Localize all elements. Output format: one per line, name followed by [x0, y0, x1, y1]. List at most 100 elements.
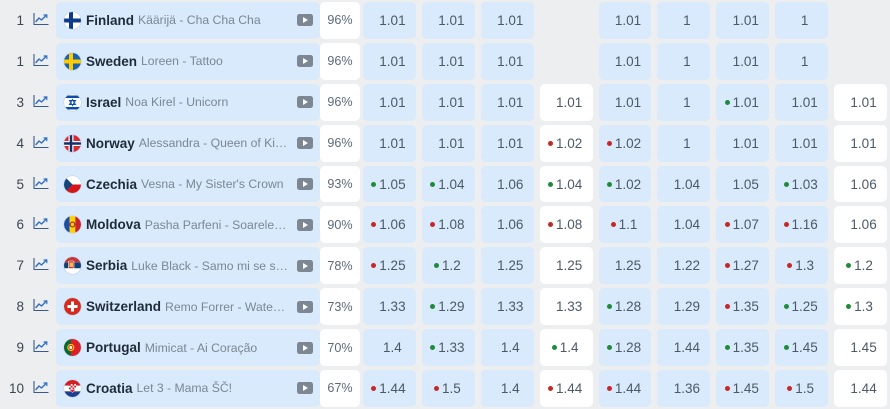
entry-row[interactable]: Croatia Let 3 - Mama ŠČ! [56, 370, 320, 407]
odds-history-chart-button[interactable] [26, 41, 56, 82]
odds-value-button[interactable]: 1.45 [716, 370, 770, 407]
odds-value-button[interactable]: 1.01 [421, 42, 475, 80]
odds-value-button[interactable]: 1.01 [363, 124, 416, 162]
video-play-icon[interactable] [297, 218, 313, 231]
odds-value-button[interactable]: 1.01 [363, 2, 416, 39]
odds-value-button[interactable]: 1.25 [598, 247, 652, 285]
odds-value-button[interactable]: 1.04 [539, 165, 593, 203]
odds-value-button[interactable]: 1.4 [363, 329, 416, 367]
entry-row[interactable]: Switzerland Remo Forrer - Watergun [56, 288, 320, 326]
odds-value-button[interactable]: 1.33 [539, 288, 593, 326]
video-play-icon[interactable] [297, 14, 313, 27]
video-play-icon[interactable] [297, 382, 313, 395]
odds-value-button[interactable]: 1.36 [657, 370, 711, 407]
odds-value-button[interactable]: 1 [775, 2, 829, 39]
odds-value-button[interactable]: 1.03 [775, 165, 829, 203]
entry-row[interactable]: Finland Käärijä - Cha Cha Cha [56, 2, 320, 39]
odds-value-button[interactable]: 1.01 [480, 42, 534, 80]
odds-value-button[interactable]: 1.33 [363, 288, 416, 326]
odds-value-button[interactable]: 1.01 [421, 2, 475, 39]
video-play-icon[interactable] [297, 55, 313, 68]
odds-value-button[interactable]: 1 [657, 2, 711, 39]
odds-value-button[interactable]: 1.04 [657, 165, 711, 203]
odds-value-button[interactable]: 1.16 [775, 206, 829, 244]
odds-value-button[interactable]: 1.05 [716, 165, 770, 203]
odds-value-button[interactable]: 1.44 [539, 370, 593, 407]
odds-value-button[interactable]: 1 [657, 42, 711, 80]
odds-value-button[interactable]: 1.02 [539, 124, 593, 162]
video-play-icon[interactable] [297, 96, 313, 109]
odds-value-button[interactable]: 1.06 [480, 206, 534, 244]
odds-value-button[interactable]: 1.01 [363, 83, 416, 121]
odds-value-button[interactable]: 1.29 [421, 288, 475, 326]
odds-value-button[interactable]: 1.2 [834, 247, 888, 285]
entry-row[interactable]: Portugal Mimicat - Ai Coração [56, 329, 320, 367]
odds-history-chart-button[interactable] [26, 0, 56, 41]
odds-value-button[interactable]: 1.25 [480, 247, 534, 285]
odds-value-button[interactable]: 1.06 [834, 206, 888, 244]
odds-value-button[interactable]: 1.22 [657, 247, 711, 285]
odds-history-chart-button[interactable] [26, 164, 56, 205]
odds-value-button[interactable]: 1.33 [480, 288, 534, 326]
video-play-icon[interactable] [297, 341, 313, 354]
odds-value-button[interactable]: 1.1 [598, 206, 652, 244]
odds-value-button[interactable]: 1.01 [480, 124, 534, 162]
odds-value-button[interactable]: 1.45 [775, 329, 829, 367]
odds-value-button[interactable]: 1.4 [539, 329, 593, 367]
odds-value-button[interactable]: 1.27 [716, 247, 770, 285]
odds-value-button[interactable]: 1.08 [421, 206, 475, 244]
odds-value-button[interactable]: 1.2 [421, 247, 475, 285]
odds-value-button[interactable]: 1.07 [716, 206, 770, 244]
odds-value-button[interactable]: 1.02 [598, 124, 652, 162]
odds-value-button[interactable]: 1.01 [598, 2, 652, 39]
odds-value-button[interactable]: 1.01 [421, 124, 475, 162]
odds-value-button[interactable]: 1.01 [363, 42, 416, 80]
entry-row[interactable]: Israel Noa Kirel - Unicorn [56, 83, 320, 121]
odds-history-chart-button[interactable] [26, 286, 56, 327]
odds-value-button[interactable]: 1.4 [480, 370, 534, 407]
odds-history-chart-button[interactable] [26, 204, 56, 245]
video-play-icon[interactable] [297, 137, 313, 150]
odds-value-button[interactable]: 1.28 [598, 329, 652, 367]
odds-value-button[interactable]: 1.45 [834, 329, 888, 367]
odds-history-chart-button[interactable] [26, 123, 56, 164]
odds-value-button[interactable]: 1.01 [421, 83, 475, 121]
odds-value-button[interactable]: 1.28 [598, 288, 652, 326]
odds-value-button[interactable]: 1.44 [598, 370, 652, 407]
video-play-icon[interactable] [297, 178, 313, 190]
odds-value-button[interactable]: 1.4 [480, 329, 534, 367]
odds-value-button[interactable]: 1.01 [716, 42, 770, 80]
odds-value-button[interactable]: 1.5 [421, 370, 475, 407]
video-play-icon[interactable] [297, 300, 313, 313]
odds-value-button[interactable]: 1.25 [363, 247, 416, 285]
odds-value-button[interactable]: 1.01 [716, 83, 770, 121]
odds-value-button[interactable]: 1.25 [539, 247, 593, 285]
odds-value-button[interactable]: 1.08 [539, 206, 593, 244]
odds-value-button[interactable]: 1.29 [657, 288, 711, 326]
odds-value-button[interactable]: 1.44 [834, 370, 888, 407]
odds-value-button[interactable]: 1.01 [716, 124, 770, 162]
odds-history-chart-button[interactable] [26, 82, 56, 123]
odds-value-button[interactable]: 1.5 [775, 370, 829, 407]
entry-row[interactable]: Norway Alessandra - Queen of Kings [56, 124, 320, 162]
odds-value-button[interactable]: 1.01 [775, 124, 829, 162]
odds-value-button[interactable]: 1.02 [598, 165, 652, 203]
odds-history-chart-button[interactable] [26, 327, 56, 368]
odds-value-button[interactable]: 1.01 [539, 83, 593, 121]
odds-value-button[interactable]: 1.01 [716, 2, 770, 39]
odds-value-button[interactable]: 1.01 [598, 83, 652, 121]
video-play-icon[interactable] [297, 259, 313, 272]
odds-value-button[interactable]: 1.01 [480, 83, 534, 121]
odds-value-button[interactable]: 1.05 [363, 165, 416, 203]
entry-row[interactable]: Czechia Vesna - My Sister's Crown [56, 165, 320, 203]
odds-value-button[interactable]: 1 [657, 124, 711, 162]
odds-value-button[interactable]: 1.3 [834, 288, 888, 326]
odds-history-chart-button[interactable] [26, 368, 56, 409]
odds-value-button[interactable]: 1.35 [716, 329, 770, 367]
odds-history-chart-button[interactable] [26, 245, 56, 286]
odds-value-button[interactable]: 1.33 [421, 329, 475, 367]
odds-value-button[interactable]: 1.01 [775, 83, 829, 121]
odds-value-button[interactable]: 1.01 [834, 83, 888, 121]
entry-row[interactable]: Sweden Loreen - Tattoo [56, 42, 320, 80]
